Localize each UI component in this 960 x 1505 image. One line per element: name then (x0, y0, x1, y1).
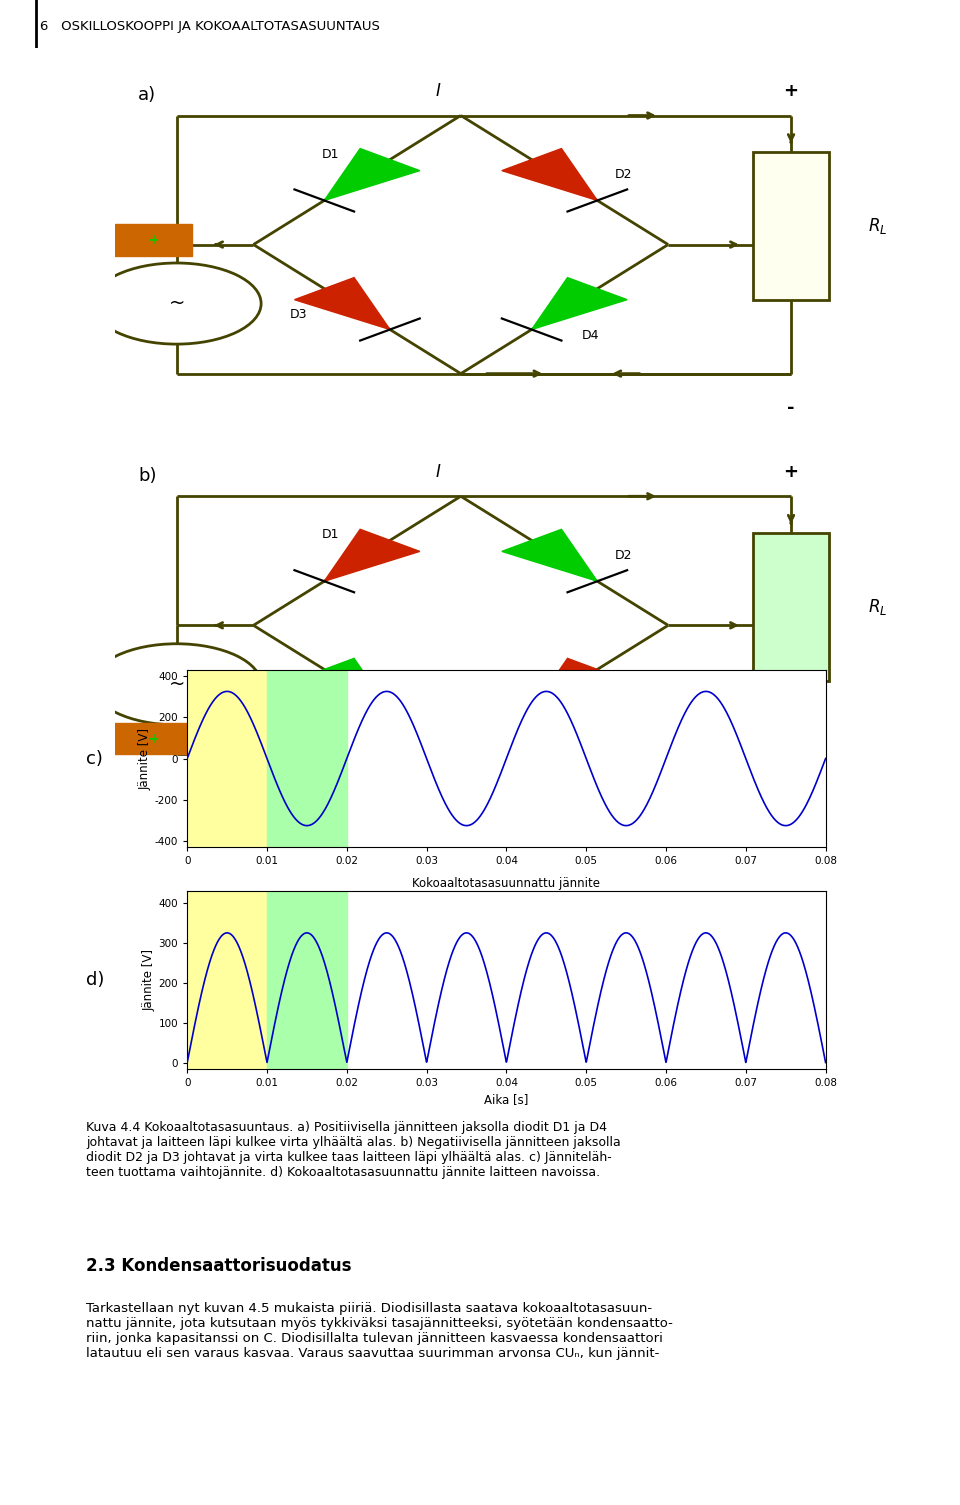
Text: D4: D4 (582, 709, 599, 722)
Polygon shape (532, 277, 627, 330)
Text: Tarkastellaan nyt kuvan 4.5 mukaista piiriä. Diodisillasta saatava kokoaaltotasa: Tarkastellaan nyt kuvan 4.5 mukaista pii… (86, 1302, 673, 1361)
Bar (187, 891, 267, 1069)
Text: D1: D1 (323, 147, 340, 161)
Polygon shape (502, 149, 597, 200)
Text: d): d) (86, 971, 105, 989)
Y-axis label: Jännite [V]: Jännite [V] (139, 727, 152, 790)
Text: D3: D3 (289, 309, 307, 321)
Text: $I$: $I$ (435, 464, 441, 482)
Bar (115, 224, 192, 256)
Polygon shape (324, 530, 420, 581)
Bar (267, 670, 347, 847)
Text: D4: D4 (582, 328, 599, 342)
Bar (753, 533, 829, 680)
Bar (267, 891, 347, 1069)
Text: D2: D2 (614, 169, 633, 181)
Text: -: - (787, 399, 795, 417)
Bar (115, 722, 192, 754)
Text: +: + (783, 464, 799, 482)
Text: $I$: $I$ (435, 83, 441, 101)
Text: 2.3 Kondensaattorisuodatus: 2.3 Kondensaattorisuodatus (86, 1257, 352, 1275)
Text: +: + (783, 83, 799, 101)
Polygon shape (532, 658, 627, 710)
Text: b): b) (138, 467, 156, 485)
Polygon shape (295, 277, 390, 330)
Text: c): c) (86, 749, 104, 768)
Polygon shape (502, 530, 597, 581)
Bar (187, 670, 267, 847)
Text: -: - (787, 780, 795, 798)
Text: $R_L$: $R_L$ (868, 597, 887, 617)
Text: D3: D3 (289, 689, 307, 701)
Text: Kuva 4.4 Kokoaaltotasasuuntaus. a) Positiivisella jännitteen jaksolla diodit D1 : Kuva 4.4 Kokoaaltotasasuuntaus. a) Posit… (86, 1121, 621, 1180)
Text: ~: ~ (168, 293, 185, 313)
Text: a): a) (138, 86, 156, 104)
Text: +: + (148, 233, 159, 247)
Y-axis label: Jännite [V]: Jännite [V] (143, 948, 156, 1011)
Polygon shape (295, 658, 390, 710)
Polygon shape (324, 149, 420, 200)
Text: $R_L$: $R_L$ (868, 217, 887, 236)
Text: D2: D2 (614, 549, 633, 561)
Text: 6   OSKILLOSKOOPPI JA KOKOAALTOTASASUUNTAUS: 6 OSKILLOSKOOPPI JA KOKOAALTOTASASUUNTAU… (40, 20, 380, 33)
X-axis label: Aika [s]: Aika [s] (484, 1093, 529, 1106)
Text: ~: ~ (168, 674, 185, 694)
Title: Kokoaaltotasasuunnattu jännite: Kokoaaltotasasuunnattu jännite (413, 877, 600, 889)
Text: D1: D1 (323, 528, 340, 542)
Bar (753, 152, 829, 299)
Text: +: + (148, 731, 159, 745)
